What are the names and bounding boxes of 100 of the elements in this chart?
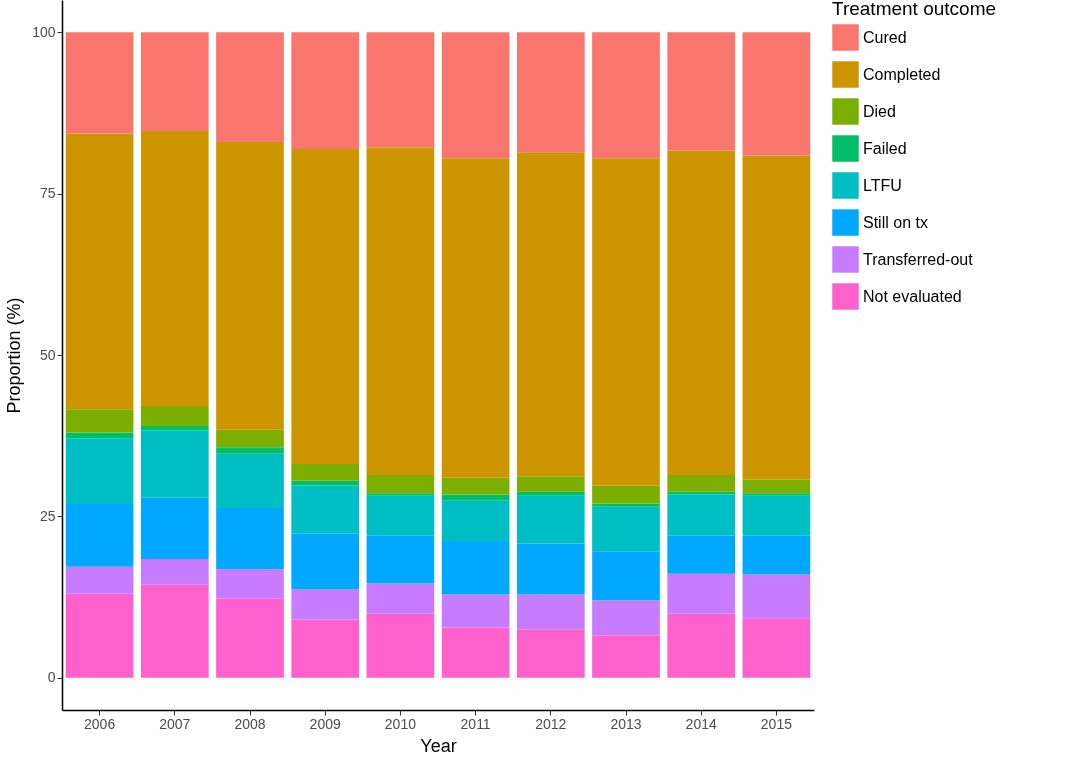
bar	[140, 405, 209, 426]
bar	[742, 618, 811, 678]
bar	[516, 543, 585, 595]
bar	[140, 426, 209, 431]
bar	[441, 594, 510, 628]
bar	[65, 504, 134, 567]
bar	[291, 464, 360, 481]
legend-label: Completed	[863, 65, 941, 83]
bar	[667, 32, 736, 151]
bar	[592, 600, 660, 636]
bar	[366, 475, 435, 494]
y-tick-label: 100	[32, 23, 56, 40]
bar	[291, 149, 360, 465]
bar	[65, 409, 134, 433]
bar	[216, 453, 284, 508]
bar	[516, 152, 585, 477]
legend-label: Transferred-out	[863, 250, 974, 268]
bar	[592, 503, 660, 507]
legend-title: Treatment outcome	[832, 0, 997, 19]
bar	[65, 438, 134, 505]
bar	[65, 32, 134, 134]
y-axis-title: Proportion (%)	[4, 297, 25, 414]
bar	[140, 584, 209, 678]
x-tick-label: 2012	[535, 715, 567, 732]
bar	[592, 506, 660, 552]
x-tick-label: 2015	[760, 715, 793, 732]
bar	[441, 32, 510, 159]
bar	[65, 566, 134, 594]
bar	[667, 150, 736, 476]
bar	[216, 429, 284, 448]
x-axis-title: Year	[420, 735, 457, 756]
bar	[667, 573, 736, 614]
bar	[291, 619, 360, 678]
bar	[216, 507, 284, 570]
bar	[291, 32, 360, 150]
bar	[366, 613, 435, 678]
bar	[742, 495, 811, 536]
bar	[667, 613, 736, 678]
bar	[441, 540, 510, 595]
bar	[441, 627, 510, 678]
bar	[441, 158, 510, 478]
legend-label: Cured	[863, 28, 907, 46]
bar	[516, 629, 585, 678]
legend-label: Died	[863, 102, 896, 120]
bar	[516, 476, 585, 492]
bar	[667, 535, 736, 574]
bar	[592, 485, 660, 504]
bar	[140, 32, 209, 132]
x-tick-label: 2013	[610, 715, 642, 732]
bar	[516, 495, 585, 544]
x-tick-label: 2008	[234, 715, 266, 732]
bar	[592, 551, 660, 601]
bar	[366, 32, 435, 148]
x-tick-label: 2014	[685, 715, 717, 732]
bar	[441, 477, 510, 495]
bar	[216, 598, 284, 678]
legend-label: LTFU	[863, 176, 902, 194]
bar	[742, 535, 811, 575]
bar	[216, 142, 284, 430]
bar	[291, 533, 360, 590]
bar	[65, 133, 134, 410]
y-tick-label: 0	[47, 669, 56, 686]
bar	[516, 32, 585, 153]
bar	[291, 485, 360, 534]
bar	[216, 32, 284, 142]
legend-label: Still on tx	[863, 213, 928, 231]
bar	[140, 558, 209, 585]
bar	[140, 430, 209, 498]
y-tick-label: 75	[39, 185, 56, 202]
bar	[140, 497, 209, 559]
bar	[366, 493, 435, 496]
bar	[65, 593, 134, 678]
bar	[667, 494, 736, 536]
x-tick-label: 2010	[384, 715, 417, 732]
y-tick-label: 25	[39, 507, 56, 524]
bar	[291, 589, 360, 620]
bar	[592, 32, 660, 159]
x-tick-label: 2011	[460, 715, 491, 732]
bar	[366, 495, 435, 536]
bar	[516, 491, 585, 496]
bar	[441, 500, 510, 541]
bar	[65, 432, 134, 439]
bar	[441, 494, 510, 501]
bar	[140, 131, 209, 406]
bar	[592, 158, 660, 486]
bar	[366, 583, 435, 614]
bar	[592, 635, 660, 678]
legend-label: Not evaluated	[863, 287, 962, 305]
bar	[216, 569, 284, 599]
bar	[742, 574, 811, 619]
bar	[742, 32, 811, 156]
bar	[216, 447, 284, 454]
x-tick-label: 2006	[84, 715, 116, 732]
bar	[667, 475, 736, 492]
bar	[366, 535, 435, 584]
bar	[742, 479, 811, 494]
x-tick-label: 2007	[159, 715, 191, 732]
y-tick-label: 50	[39, 346, 56, 363]
bar	[742, 155, 811, 480]
x-tick-label: 2009	[309, 715, 341, 732]
